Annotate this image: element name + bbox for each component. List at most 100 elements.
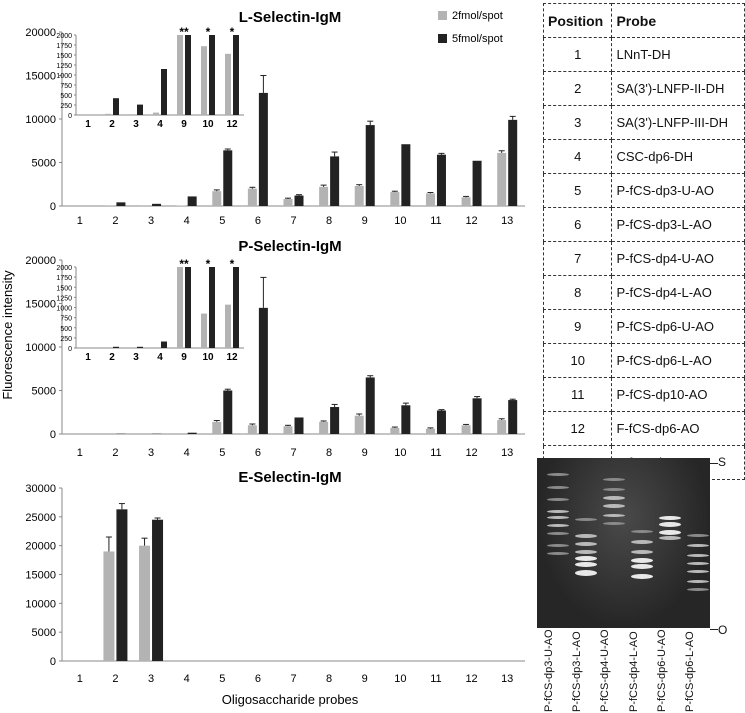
x-tick-label: 9 (362, 673, 368, 685)
probe-cell: P-fCS-dp3-L-AO (611, 207, 745, 242)
position-cell: 2 (542, 71, 613, 106)
gel-band (547, 544, 569, 547)
bar (436, 410, 446, 434)
gel-band (687, 554, 709, 557)
bar (508, 400, 518, 434)
inset-x-tick-label: 4 (157, 119, 163, 130)
bar (212, 421, 222, 434)
table-row: 4 CSC-dp6-DH (542, 139, 745, 174)
legend: 2fmol/spot 5fmol/spot (438, 10, 503, 45)
gel-band (547, 532, 569, 535)
table-row: 11 P-fCS-dp10-AO (542, 377, 745, 412)
bar (390, 427, 400, 434)
bar (401, 405, 411, 434)
x-tick-label: 3 (148, 447, 154, 459)
table-row: 12 F-fCS-dp6-AO (542, 411, 745, 446)
table-row: 1 LNnT-DH (542, 37, 745, 72)
gel-band (547, 498, 569, 501)
gel-band (659, 536, 681, 540)
bar (152, 519, 164, 661)
bar (187, 196, 197, 206)
inset-y-tick-label: 1000 (56, 306, 72, 313)
bar (472, 398, 482, 434)
x-tick-label: 6 (255, 447, 261, 459)
gel-band (687, 544, 709, 547)
inset-x-tick-label: 10 (202, 119, 214, 130)
inset-bar (233, 267, 239, 348)
inset-bar (177, 35, 183, 115)
inset-bar (113, 346, 119, 348)
inset-bar (225, 53, 231, 115)
gel-band (575, 518, 597, 521)
inset-bar (185, 267, 191, 348)
x-tick-label: 2 (112, 447, 118, 459)
inset-y-tick-label: 1250 (56, 295, 72, 302)
table-row: 6 P-fCS-dp3-L-AO (542, 207, 745, 242)
gel-marker-s: S (718, 455, 727, 469)
gel-band (687, 562, 709, 565)
significance-mark: ** (179, 257, 189, 271)
probe-cell: P-fCS-dp10-AO (611, 377, 745, 412)
gel-lane (575, 458, 597, 628)
gel-marker-tick-top (710, 463, 718, 464)
significance-mark: * (230, 25, 235, 39)
probe-cell: LNnT-DH (611, 37, 745, 72)
probe-cell: P-fCS-dp6-L-AO (611, 343, 745, 378)
inset-y-tick-label: 0 (68, 113, 72, 120)
inset-y-tick-label: 2000 (56, 265, 72, 272)
gel-band (547, 510, 569, 513)
gel-band (687, 534, 709, 537)
x-tick-label: 2 (112, 673, 118, 685)
legend-swatch-5fmol (438, 34, 447, 43)
gel-band (547, 486, 569, 489)
probe-table: Position Probe 1 LNnT-DH 2 SA(3')-LNFP-II-D… (542, 3, 745, 480)
x-tick-label: 6 (255, 673, 261, 685)
gel-lane-label: P-fCS-dp3-U-AO (543, 629, 555, 712)
gel-lane-label: P-fCS-dp6-U-AO (656, 629, 668, 712)
x-tick-label: 12 (465, 673, 477, 685)
bar (497, 152, 507, 206)
gel-band (659, 516, 681, 520)
inset-x-tick-label: 1 (85, 352, 91, 363)
gel-band (547, 516, 569, 519)
y-tick-label: 15000 (25, 299, 56, 311)
inset-bar (209, 35, 215, 115)
bar (472, 160, 482, 206)
bar (294, 417, 304, 434)
x-tick-label: 1 (77, 673, 83, 685)
gel-band (631, 530, 653, 533)
gel-lane (603, 458, 625, 628)
gel-lane (659, 458, 681, 628)
gel-band (575, 570, 597, 576)
bar (497, 420, 507, 434)
inset-y-tick-label: 1750 (56, 275, 72, 282)
x-tick-label: 3 (148, 673, 154, 685)
significance-mark: * (206, 257, 211, 271)
bar (508, 119, 518, 206)
position-cell: 11 (542, 377, 613, 412)
gel-marker-o: O (718, 623, 728, 637)
x-tick-label: 2 (112, 215, 118, 227)
inset-bar (233, 35, 239, 115)
position-cell: 4 (542, 139, 613, 174)
gel-band (547, 552, 569, 555)
y-tick-label: 15000 (25, 570, 56, 582)
gel-band (575, 556, 597, 561)
gel-lane-label: P-fCS-dp3-L-AO (571, 631, 583, 712)
gel-band (547, 524, 569, 527)
probe-cell: SA(3')-LNFP-III-DH (611, 105, 745, 140)
bar (425, 428, 435, 434)
bar (247, 425, 257, 434)
chart-title: L-Selectin-IgM (239, 9, 342, 26)
probe-cell: CSC-dp6-DH (611, 139, 745, 174)
bar (461, 425, 471, 434)
x-tick-label: 10 (394, 673, 406, 685)
gel-lane (631, 458, 653, 628)
x-tick-label: 11 (430, 673, 441, 685)
gel-lane (687, 458, 709, 628)
x-tick-label: 9 (362, 447, 368, 459)
bar (247, 188, 257, 206)
gel-band (687, 580, 709, 583)
